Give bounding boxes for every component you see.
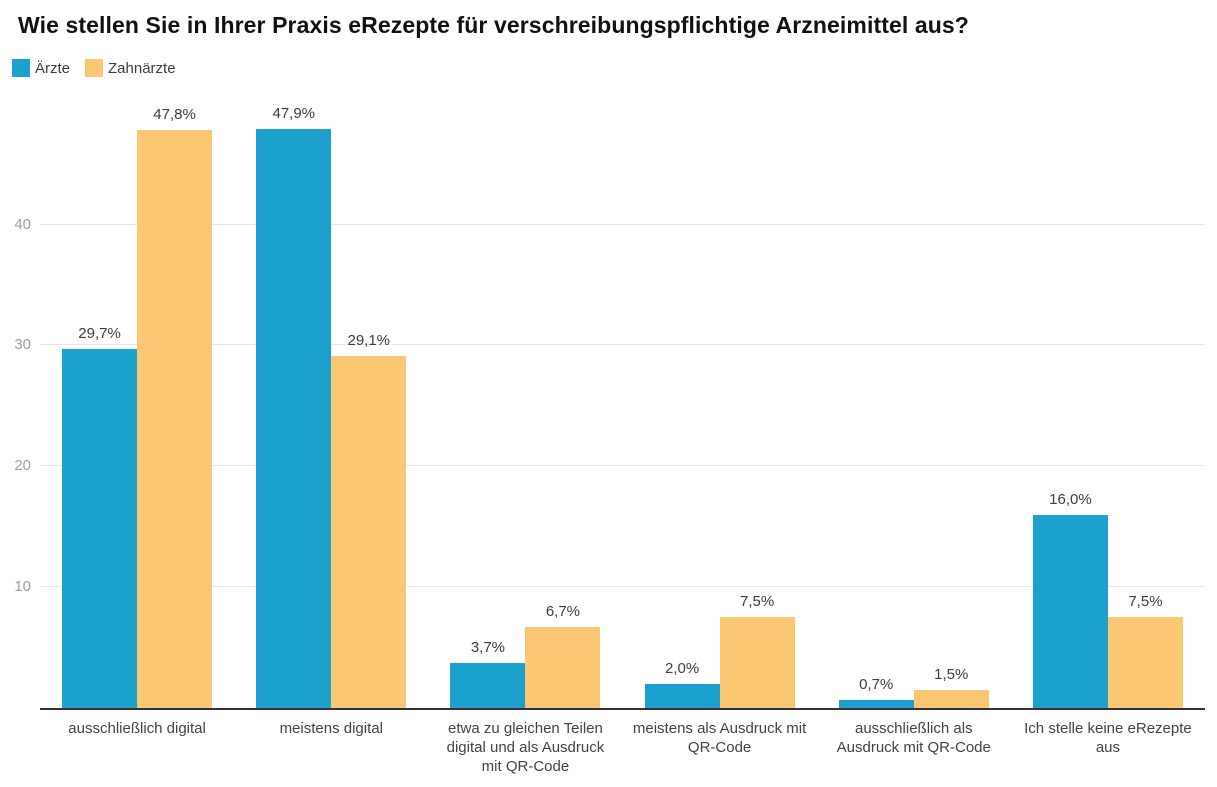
bar-group-6: 16,0% 7,5% <box>1011 491 1205 708</box>
bar-value-label: 29,1% <box>347 332 391 350</box>
gridline-40 <box>40 223 1205 225</box>
bar-group-2: 47,9% 29,1% <box>234 105 428 708</box>
legend-label: Ärzte <box>35 59 71 77</box>
x-category-label-2: meistens digital <box>279 720 383 737</box>
gridline-20 <box>40 465 1205 467</box>
bar-groups: 29,7% 47,8% 47,9% 29,1% 3,7% 6,7% 2,0% 7,5% 0,7%… <box>40 100 1205 708</box>
bar-zahnärzte-5: 1,5% <box>913 666 989 708</box>
bar-group-3: 3,7% 6,7% <box>428 603 622 708</box>
x-category-label-4: meistens als Ausdruck mit QR-Code <box>632 720 807 756</box>
bar-group-4: 2,0% 7,5% <box>623 593 817 708</box>
bar-value-label: 7,5% <box>739 593 775 611</box>
bar-zahnärzte-4: 7,5% <box>719 593 795 708</box>
x-category-label-1: ausschließlich digital <box>68 720 206 737</box>
y-tick-label-10: 10 <box>14 578 31 596</box>
legend-item-zahnärzte: Zahnärzte <box>85 59 176 77</box>
bar-value-label: 0,7% <box>859 675 894 693</box>
gridline-10 <box>40 586 1205 588</box>
bar-zahnärzte-6: 7,5% <box>1107 593 1183 708</box>
bar-ärzte-6: 16,0% <box>1032 491 1108 708</box>
bar-ärzte-4: 2,0% <box>644 660 720 708</box>
bar-zahnärzte-3: 6,7% <box>525 603 601 708</box>
y-tick-label-30: 30 <box>14 336 31 354</box>
bar-value-label: 6,7% <box>545 603 581 621</box>
bar-zahnärzte-1: 47,8% <box>137 106 213 708</box>
chart-title: Wie stellen Sie in Ihrer Praxis eRezepte… <box>18 12 969 38</box>
bar-ärzte-2: 47,9% <box>256 105 332 708</box>
bar-ärzte-1: 29,7% <box>62 325 138 708</box>
y-tick-label-40: 40 <box>14 215 31 233</box>
bar-value-label: 7,5% <box>1128 593 1163 611</box>
bar-value-label: 29,7% <box>78 325 121 343</box>
plot-area: 10 20 30 40 29,7% 47,8% 47,9% 29,1% 3,7% 6,7% 2,0%… <box>14 100 1205 710</box>
bar-value-label: 3,7% <box>470 639 506 657</box>
y-tick-label-20: 20 <box>14 457 31 475</box>
bar-ärzte-3: 3,7% <box>450 639 526 708</box>
bar-value-label: 47,8% <box>153 106 196 124</box>
x-axis-labels: ausschließlich digital meistens digital et… <box>40 712 1205 776</box>
x-category-label-6: Ich stelle keine eRezepte aus <box>1024 720 1192 756</box>
bar-value-label: 47,9% <box>272 105 316 123</box>
legend-swatch-icon <box>12 59 30 77</box>
legend-swatch-icon <box>85 59 104 77</box>
gridline-30 <box>40 344 1205 346</box>
bar-group-5: 0,7% 1,5% <box>817 666 1011 708</box>
bar-value-label: 1,5% <box>934 665 969 683</box>
chart-legend: Ärzte Zahnärzte <box>12 59 176 77</box>
bar-value-label: 2,0% <box>664 659 700 677</box>
legend-item-ärzte: Ärzte <box>12 59 70 77</box>
bar-value-label: 16,0% <box>1049 490 1092 508</box>
bar-group-1: 29,7% 47,8% <box>40 106 234 708</box>
x-category-label-5: ausschließlich als Ausdruck mit QR-Code <box>836 720 991 756</box>
bar-zahnärzte-2: 29,1% <box>331 332 407 708</box>
bar-ärzte-5: 0,7% <box>838 676 914 708</box>
legend-label: Zahnärzte <box>108 59 176 77</box>
x-category-label-3: etwa zu gleichen Teilen digital und als … <box>446 720 605 775</box>
